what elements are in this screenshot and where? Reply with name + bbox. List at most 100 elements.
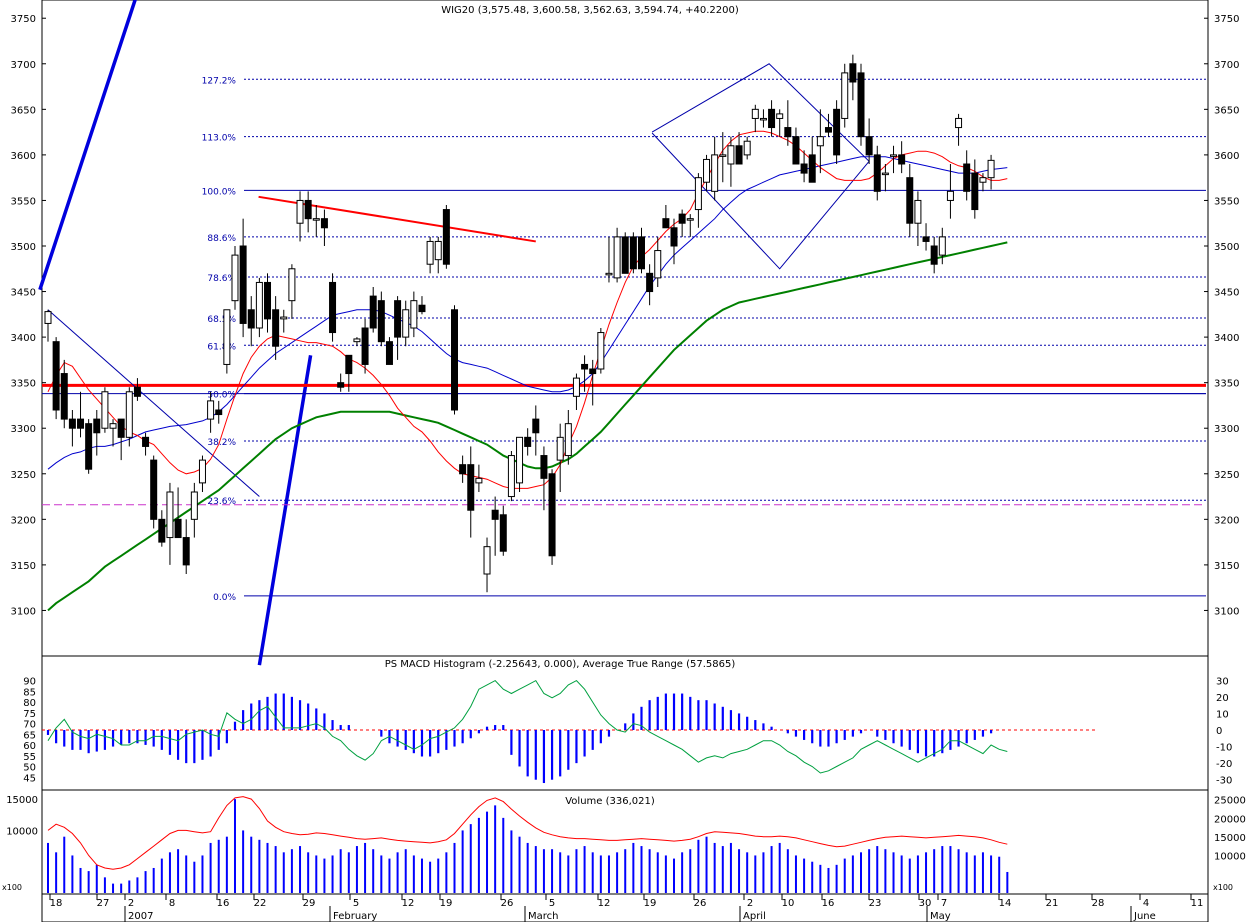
candle-body (914, 199, 922, 224)
date-tick-label: 10 (782, 898, 795, 909)
candle-body (881, 172, 889, 176)
candle-body (85, 423, 93, 470)
candle-body (483, 546, 491, 575)
price-tick-right: 3500 (1214, 242, 1239, 253)
date-tick-label: 18 (50, 898, 63, 909)
date-tick-label: 30 (919, 898, 932, 909)
atr-axis-tick: 65 (23, 730, 36, 741)
price-tick-right: 3350 (1214, 379, 1239, 390)
lower-trend-channel-line (257, 355, 313, 666)
candle-body (353, 338, 361, 343)
dates-layer: 18 27 2 8 16 22 29 5 12 19 26 5 12 19 26 2 10 16 23 30 7 14 21… (49, 894, 1203, 922)
fib-level-label: 68.5% (207, 315, 236, 325)
candle-body (117, 418, 125, 438)
candle-body (288, 268, 296, 302)
candle-body (719, 154, 727, 157)
candle-body (694, 177, 702, 211)
candle-body (670, 227, 678, 247)
date-tick-label: 16 (217, 898, 230, 909)
candle-body (491, 509, 499, 520)
upper-trend-channel-line (38, 0, 137, 291)
candle-body (930, 245, 938, 265)
macd-axis-tick: 30 (1216, 676, 1229, 687)
candle-body (272, 309, 280, 347)
volume-axis-tick-right: 20000 (1214, 814, 1246, 825)
volume-moving-average (47, 796, 1008, 870)
candle-body (345, 354, 353, 375)
candle-body (231, 254, 239, 302)
atr-axis-tick: 60 (23, 741, 36, 752)
atr-axis-tick: 70 (23, 720, 36, 731)
atr-axis-tick: 90 (23, 677, 36, 688)
candle-body (605, 272, 613, 276)
candle-body (394, 300, 402, 338)
candle-body (865, 136, 873, 156)
candle-body (564, 423, 572, 457)
axes-layer: 3100 3100 3150 3150 3200 3200 3250 3250 3300 3300… (11, 14, 1240, 617)
candle-body (906, 177, 914, 224)
candle-body (44, 311, 52, 324)
candle-body (280, 316, 288, 320)
candle-body (312, 218, 320, 221)
candle-body (678, 213, 686, 224)
fibonacci-layer: 127.2% 113.0% 100.0% 88.6% 78.6% 68.5% 61.8% 50… (202, 76, 1206, 603)
date-tick-label: 21 (1046, 898, 1059, 909)
volume-axis-tick-right: 15000 (1214, 833, 1246, 844)
candle-body (264, 281, 272, 320)
candle-body (556, 436, 564, 461)
candle-body (955, 117, 963, 129)
candle-body (337, 382, 345, 388)
candle-body (507, 455, 515, 498)
candle-body (385, 341, 393, 365)
price-tick-right: 3250 (1214, 470, 1239, 481)
fib-level-label: 50.0% (207, 391, 236, 401)
candle-body (207, 400, 215, 420)
candle-body (613, 236, 621, 279)
price-tick-left: 3300 (11, 424, 36, 435)
candle-body (703, 158, 711, 183)
fib-level-label: 88.6% (207, 234, 236, 244)
atr-axis-tick: 55 (23, 752, 36, 763)
candle-body (499, 514, 507, 552)
macd-axis-tick: 0 (1216, 726, 1222, 737)
price-panel (41, 0, 1209, 657)
candle-body (68, 418, 76, 429)
candle-body (60, 373, 68, 420)
candle-body (890, 154, 898, 157)
candle-body (247, 309, 255, 329)
price-tick-right: 3400 (1214, 333, 1239, 344)
slow-moving-average (47, 241, 1008, 612)
volume-axis-tick-right: 25000 (1214, 796, 1246, 807)
date-tick-label: 5 (549, 898, 555, 909)
candle-body (938, 236, 946, 256)
candle-body (662, 218, 670, 229)
candle-body (125, 391, 133, 438)
price-tick-right: 3300 (1214, 424, 1239, 435)
candle-body (304, 199, 312, 220)
candle-body (93, 418, 101, 434)
price-tick-left: 3700 (11, 60, 36, 71)
atr-axis-tick: 80 (23, 698, 36, 709)
candle-body (52, 341, 60, 411)
candle-body (735, 145, 743, 165)
price-tick-left: 3650 (11, 105, 36, 116)
candle-body (637, 236, 645, 270)
price-tick-right: 3700 (1214, 60, 1239, 71)
price-tick-left: 3450 (11, 288, 36, 299)
candle-body (426, 240, 434, 265)
candle-body (540, 455, 548, 479)
price-tick-right: 3200 (1214, 515, 1239, 526)
month-label: May (930, 911, 951, 922)
candle-body (418, 304, 426, 313)
candle-body (377, 300, 385, 343)
candle-body (751, 108, 759, 119)
date-tick-label: 5 (353, 898, 359, 909)
candle-body (833, 108, 841, 156)
date-tick-label: 2 (128, 898, 134, 909)
candle-body (800, 163, 808, 174)
candle-body (166, 491, 174, 539)
volume-axis-tick-left: 15000 (6, 795, 38, 806)
price-tick-left: 3400 (11, 333, 36, 344)
date-axis (41, 893, 1209, 922)
